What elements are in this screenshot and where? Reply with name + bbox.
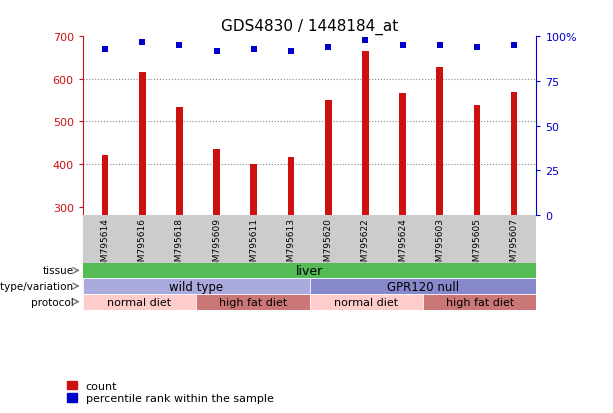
Text: GSM795622: GSM795622 [361, 218, 370, 273]
Text: liver: liver [296, 264, 323, 277]
Point [286, 48, 296, 55]
Text: GPR120 null: GPR120 null [387, 280, 459, 293]
Bar [423, 294, 536, 310]
Text: high fat diet: high fat diet [219, 297, 287, 307]
Text: GSM795611: GSM795611 [249, 218, 258, 273]
Bar [102, 156, 109, 216]
Text: GSM795618: GSM795618 [175, 218, 184, 273]
Text: normal diet: normal diet [334, 297, 398, 307]
Point [472, 45, 482, 51]
Text: GSM795613: GSM795613 [286, 218, 295, 273]
Text: normal diet: normal diet [107, 297, 172, 307]
Bar [473, 106, 480, 216]
Title: GDS4830 / 1448184_at: GDS4830 / 1448184_at [221, 18, 398, 34]
Text: GSM795607: GSM795607 [509, 218, 519, 273]
Bar [83, 278, 310, 294]
Bar [399, 94, 406, 216]
Point [137, 39, 147, 46]
Bar [196, 294, 310, 310]
Bar [511, 93, 517, 216]
Point [175, 43, 185, 50]
Point [360, 38, 370, 44]
Point [323, 45, 333, 51]
Text: tissue: tissue [42, 266, 74, 276]
Bar [310, 294, 423, 310]
Bar [362, 52, 368, 216]
Bar [251, 165, 257, 216]
Text: wild type: wild type [169, 280, 223, 293]
Bar [325, 101, 332, 216]
Point [398, 43, 408, 50]
Text: GSM795609: GSM795609 [212, 218, 221, 273]
Text: GSM795603: GSM795603 [435, 218, 444, 273]
Text: genotype/variation: genotype/variation [0, 281, 74, 291]
Point [435, 43, 444, 50]
Point [211, 48, 221, 55]
Bar [287, 157, 294, 216]
Bar [310, 278, 536, 294]
Text: high fat diet: high fat diet [446, 297, 514, 307]
Bar [176, 108, 183, 216]
Text: GSM795620: GSM795620 [324, 218, 333, 273]
Bar [213, 150, 220, 216]
Bar [83, 294, 196, 310]
Text: GSM795624: GSM795624 [398, 218, 407, 273]
Text: GSM795605: GSM795605 [473, 218, 481, 273]
Bar [436, 68, 443, 216]
Text: GSM795614: GSM795614 [101, 218, 110, 273]
Legend: count, percentile rank within the sample: count, percentile rank within the sample [67, 381, 273, 404]
Point [100, 46, 110, 53]
Bar [139, 72, 146, 216]
Point [249, 46, 259, 53]
Point [509, 43, 519, 50]
Text: GSM795616: GSM795616 [138, 218, 147, 273]
Text: protocol: protocol [31, 297, 74, 307]
